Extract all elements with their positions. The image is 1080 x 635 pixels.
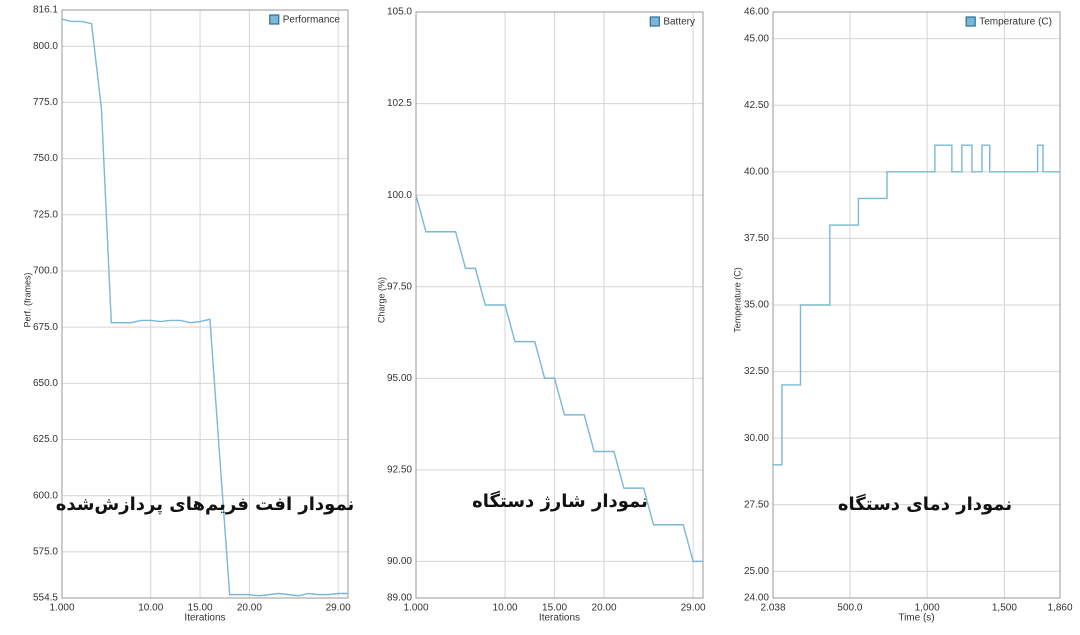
y-tick-label: 575.0 bbox=[33, 547, 58, 558]
legend-label: Temperature (C) bbox=[979, 17, 1052, 28]
x-tick-label: 29.00 bbox=[326, 603, 351, 614]
x-tick-label: 1.000 bbox=[403, 603, 428, 614]
legend-label: Battery bbox=[663, 17, 695, 28]
y-tick-label: 102.5 bbox=[387, 98, 412, 109]
y-tick-label: 554.5 bbox=[33, 593, 58, 604]
data-line bbox=[61, 18, 348, 597]
data-line bbox=[773, 144, 1060, 466]
y-tick-label: 25.00 bbox=[744, 566, 769, 577]
y-axis-label: Charge (%) bbox=[376, 277, 386, 323]
x-tick-label: 1,500 bbox=[992, 603, 1017, 614]
y-tick-label: 89.00 bbox=[387, 593, 412, 604]
y-tick-label: 95.00 bbox=[387, 373, 412, 384]
y-tick-label: 650.0 bbox=[33, 378, 58, 389]
y-tick-label: 675.0 bbox=[33, 322, 58, 333]
x-tick-label: 1,860 bbox=[1047, 603, 1072, 614]
plot-frame bbox=[772, 11, 1061, 599]
plot-frame bbox=[61, 9, 349, 599]
x-tick-label: 29.00 bbox=[681, 603, 706, 614]
annotation: نمودار افت فریم‌های پردازش‌شده bbox=[56, 494, 355, 515]
x-tick-label: 15.00 bbox=[542, 603, 567, 614]
y-tick-label: 97.50 bbox=[387, 281, 412, 292]
y-tick-label: 775.0 bbox=[33, 97, 58, 108]
y-tick-label: 725.0 bbox=[33, 209, 58, 220]
x-tick-label: 10.00 bbox=[138, 603, 163, 614]
y-tick-label: 45.00 bbox=[744, 33, 769, 44]
y-tick-label: 42.50 bbox=[744, 100, 769, 111]
legend-label: Performance bbox=[283, 15, 341, 26]
y-tick-label: 46.00 bbox=[744, 7, 769, 18]
data-line bbox=[415, 194, 703, 563]
y-tick-label: 37.50 bbox=[744, 233, 769, 244]
y-tick-label: 625.0 bbox=[33, 434, 58, 445]
legend-swatch bbox=[269, 14, 280, 25]
legend-swatch bbox=[965, 16, 976, 27]
y-axis-label: Temperature (C) bbox=[732, 267, 742, 333]
y-tick-label: 800.0 bbox=[33, 41, 58, 52]
x-tick-label: 20.00 bbox=[592, 603, 617, 614]
annotation: نمودار شارژ دستگاه bbox=[472, 490, 648, 512]
y-tick-label: 700.0 bbox=[33, 266, 58, 277]
x-tick-label: 1.000 bbox=[49, 603, 74, 614]
x-tick-label: 20.00 bbox=[237, 603, 262, 614]
x-axis-label: Iterations bbox=[184, 613, 225, 624]
x-axis-label: Iterations bbox=[539, 613, 580, 624]
annotation: نمودار دمای دستگاه bbox=[838, 493, 1012, 515]
x-tick-label: 500.0 bbox=[837, 603, 862, 614]
y-axis-label: Perf. (frames) bbox=[22, 272, 32, 327]
y-tick-label: 600.0 bbox=[33, 490, 58, 501]
plot-area bbox=[416, 12, 703, 598]
x-tick-label: 1,000 bbox=[915, 603, 940, 614]
plot-frame bbox=[415, 11, 704, 599]
y-tick-label: 32.50 bbox=[744, 366, 769, 377]
x-axis-label: Time (s) bbox=[898, 613, 934, 624]
x-tick-label: 2.038 bbox=[760, 603, 785, 614]
y-tick-label: 35.00 bbox=[744, 300, 769, 311]
y-tick-label: 30.00 bbox=[744, 433, 769, 444]
y-tick-label: 92.50 bbox=[387, 464, 412, 475]
x-tick-label: 15.00 bbox=[188, 603, 213, 614]
y-tick-label: 90.00 bbox=[387, 556, 412, 567]
legend-swatch bbox=[649, 16, 660, 27]
y-tick-label: 24.00 bbox=[744, 593, 769, 604]
x-tick-label: 10.00 bbox=[493, 603, 518, 614]
y-tick-label: 27.50 bbox=[744, 499, 769, 510]
y-tick-label: 40.00 bbox=[744, 166, 769, 177]
plot-area bbox=[62, 10, 348, 598]
y-tick-label: 816.1 bbox=[33, 5, 58, 16]
y-tick-label: 750.0 bbox=[33, 153, 58, 164]
y-tick-label: 105.0 bbox=[387, 7, 412, 18]
y-tick-label: 100.0 bbox=[387, 190, 412, 201]
